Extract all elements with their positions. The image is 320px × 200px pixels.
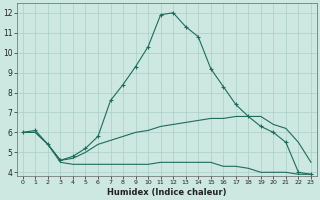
X-axis label: Humidex (Indice chaleur): Humidex (Indice chaleur) bbox=[107, 188, 227, 197]
